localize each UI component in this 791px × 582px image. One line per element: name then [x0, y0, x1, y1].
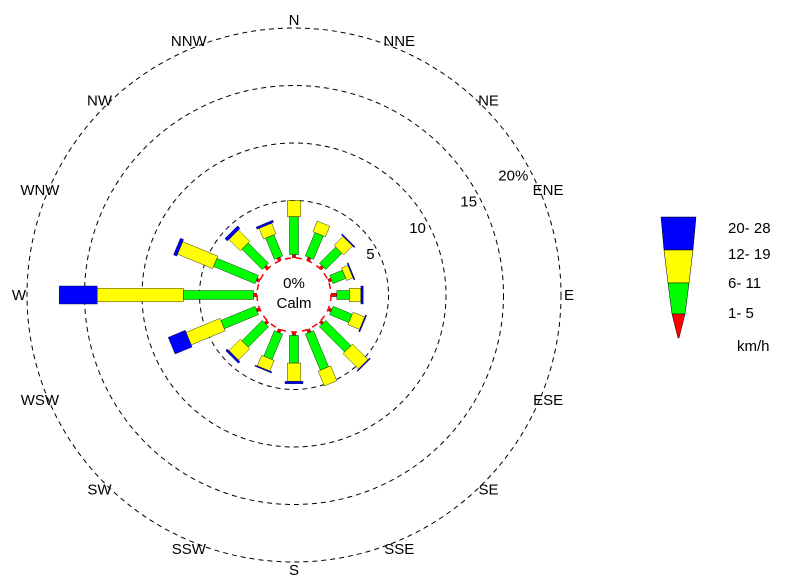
legend-glyph: [660, 216, 697, 339]
legend-swatch-12-19: [663, 249, 694, 284]
direction-label-e: E: [564, 287, 574, 304]
petal-nw-20-28: [224, 225, 241, 242]
petal-wsw-6-11: [220, 306, 259, 329]
petal-ssw-20-28: [254, 364, 273, 374]
petal-ese-20-28: [358, 314, 367, 333]
direction-label-wsw: WSW: [21, 392, 60, 409]
petal-wnw-12-19: [177, 241, 219, 269]
petal-s-6-11: [289, 335, 299, 364]
petal-sw-6-11: [241, 320, 269, 348]
direction-label-w: W: [12, 287, 27, 304]
petal-w-6-11: [183, 290, 254, 300]
calm-value-label: 0%: [283, 275, 305, 292]
legend-swatch-1-5: [671, 313, 686, 339]
ring-label-15: 15: [460, 194, 477, 211]
petal-w-12-19: [96, 288, 184, 302]
direction-label-nw: NW: [87, 93, 113, 110]
legend-label-12-19: 12- 19: [728, 246, 771, 263]
petal-se-20-28: [356, 357, 371, 372]
direction-label-ese: ESE: [533, 392, 563, 409]
petal-e-1-5: [330, 293, 337, 297]
ring-label-5: 5: [366, 246, 374, 263]
petal-w-20-28: [59, 285, 98, 305]
direction-label-nne: NNE: [383, 33, 415, 50]
calm-circle: [256, 257, 332, 333]
petal-group: [59, 200, 371, 387]
petal-wsw-20-28: [167, 330, 193, 355]
petal-sse-6-11: [305, 330, 329, 371]
petal-wnw-20-28: [173, 237, 184, 257]
legend-label-1-5: 1- 5: [728, 305, 754, 322]
direction-label-sw: SW: [87, 482, 112, 499]
direction-label-s: S: [289, 562, 299, 579]
ring-label-group: 5 10 15 20%: [366, 168, 528, 263]
direction-label-wnw: WNW: [20, 182, 60, 199]
legend-swatch-20-28: [660, 216, 697, 251]
ring-label-10: 10: [409, 220, 426, 237]
ring-label-20: 20%: [498, 168, 528, 185]
petal-s-20-28: [284, 381, 304, 384]
direction-label-sse: SSE: [384, 541, 414, 558]
direction-label-se: SE: [478, 482, 498, 499]
direction-label-group: N NNE NE ENE E ESE SE SSE S SSW SW WSW W WNW NW NNW: [12, 12, 574, 579]
calm-label: Calm: [276, 295, 311, 312]
petal-nw-6-11: [241, 242, 269, 270]
petal-wsw-12-19: [185, 318, 226, 346]
petal-ene-20-28: [346, 262, 356, 281]
direction-label-ne: NE: [478, 93, 499, 110]
legend-swatch-6-11: [667, 282, 690, 315]
petal-n-6-11: [289, 216, 299, 255]
petal-nnw-20-28: [255, 219, 274, 230]
legend-label-20-28: 20- 28: [728, 220, 771, 237]
legend: 20- 28 12- 19 6- 11 1- 5 km/h: [660, 214, 790, 355]
petal-e-20-28: [360, 285, 364, 305]
petal-nne-6-11: [305, 232, 324, 260]
petal-sw-20-28: [225, 348, 241, 364]
petal-se-6-11: [319, 320, 352, 353]
direction-label-ssw: SSW: [172, 541, 207, 558]
petal-s-12-19: [287, 362, 301, 382]
direction-label-ene: ENE: [533, 182, 564, 199]
petal-nnw-6-11: [265, 234, 283, 260]
petal-ssw-6-11: [263, 330, 283, 360]
direction-label-nnw: NNW: [171, 33, 208, 50]
petal-wnw-6-11: [213, 257, 259, 284]
petal-ese-6-11: [329, 306, 353, 323]
legend-unit: km/h: [737, 338, 770, 355]
petal-ne-6-11: [319, 246, 343, 270]
petal-e-6-11: [336, 290, 350, 300]
petal-n-12-19: [287, 200, 301, 217]
petal-n-1-5: [292, 254, 296, 259]
petal-sse-12-19: [317, 365, 338, 387]
legend-label-6-11: 6- 11: [728, 275, 762, 292]
petal-e-12-19: [349, 288, 362, 302]
petal-ne-20-28: [341, 233, 356, 248]
ring-20: [26, 27, 562, 563]
direction-label-n: N: [289, 12, 300, 29]
petal-nne-12-19: [312, 220, 331, 238]
